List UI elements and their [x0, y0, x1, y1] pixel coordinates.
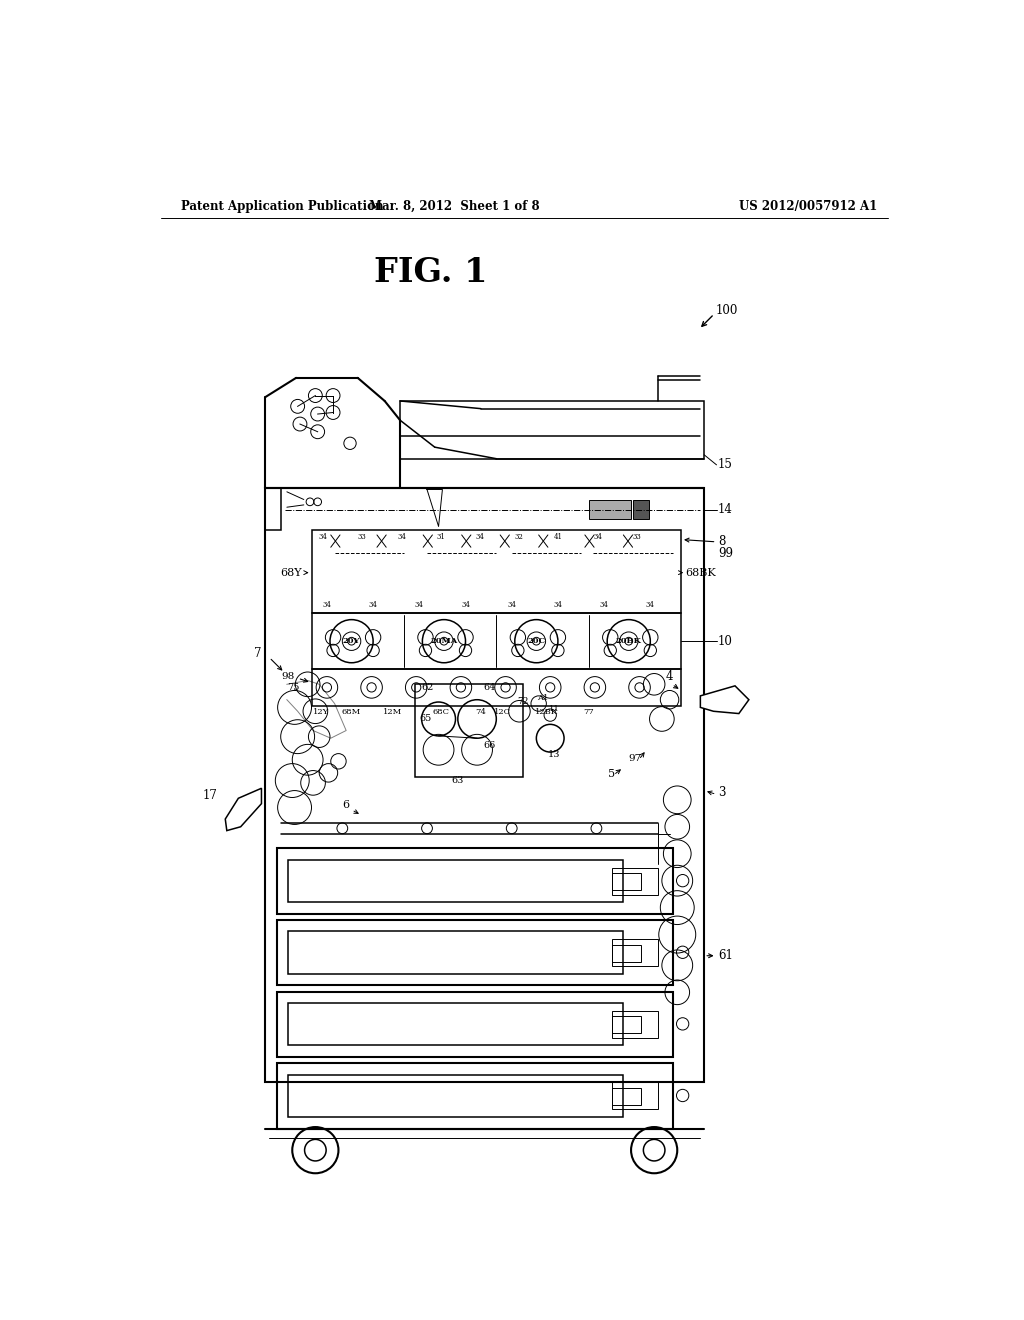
Text: 10: 10	[718, 635, 733, 648]
Text: 72: 72	[517, 697, 529, 706]
Text: 77: 77	[584, 708, 594, 715]
Bar	[311, 669, 681, 706]
Text: 34: 34	[600, 602, 608, 610]
Text: 99: 99	[718, 546, 733, 560]
Bar	[265, 488, 281, 531]
Bar	[634, 499, 649, 519]
Text: 33: 33	[633, 533, 642, 541]
Text: 6: 6	[343, 800, 350, 809]
Text: 34: 34	[397, 533, 407, 541]
Bar	[289, 932, 624, 974]
Text: 66: 66	[483, 742, 496, 750]
Text: 68BK: 68BK	[685, 568, 716, 578]
Bar	[289, 1003, 624, 1045]
Bar	[276, 1063, 674, 1129]
Text: 34: 34	[507, 602, 516, 610]
Bar	[611, 873, 641, 890]
Text: 33: 33	[358, 533, 367, 541]
Text: 34: 34	[318, 533, 328, 541]
Text: Patent Application Publication: Patent Application Publication	[180, 199, 383, 213]
Text: 34: 34	[646, 602, 654, 610]
Text: 12BK: 12BK	[535, 708, 558, 715]
Text: 98: 98	[282, 672, 295, 681]
Text: 12Y: 12Y	[312, 708, 329, 715]
Bar	[589, 499, 631, 519]
Text: 34: 34	[369, 602, 378, 610]
Text: 62: 62	[422, 684, 434, 693]
Text: 3: 3	[718, 785, 726, 799]
Text: 34: 34	[415, 602, 424, 610]
Text: 11: 11	[549, 705, 559, 713]
Text: 34: 34	[594, 533, 602, 541]
Text: 31: 31	[436, 533, 445, 541]
Text: US 2012/0057912 A1: US 2012/0057912 A1	[739, 199, 878, 213]
Bar	[611, 1011, 658, 1038]
Bar	[311, 614, 681, 669]
Bar	[416, 684, 523, 776]
Bar	[289, 1074, 624, 1117]
Text: 34: 34	[461, 602, 470, 610]
Text: 20C: 20C	[527, 638, 546, 645]
Text: 63: 63	[452, 776, 464, 785]
Bar	[611, 1016, 641, 1034]
Text: 5: 5	[608, 768, 615, 779]
Text: 20Y: 20Y	[343, 638, 360, 645]
Bar	[611, 1082, 658, 1109]
Bar	[311, 531, 681, 614]
Text: 75: 75	[288, 682, 300, 692]
Text: 65: 65	[419, 714, 431, 723]
Bar	[611, 945, 641, 961]
Text: 12M: 12M	[383, 708, 402, 715]
Text: 15: 15	[718, 458, 733, 471]
Polygon shape	[225, 788, 261, 830]
Text: Mar. 8, 2012  Sheet 1 of 8: Mar. 8, 2012 Sheet 1 of 8	[369, 199, 540, 213]
Text: 68M: 68M	[342, 708, 361, 715]
Text: 100: 100	[716, 305, 738, 317]
Bar	[276, 920, 674, 985]
Text: 34: 34	[323, 602, 332, 610]
Bar	[611, 1088, 641, 1105]
Bar	[265, 488, 705, 1082]
Text: 68Y: 68Y	[281, 568, 302, 578]
Text: 17: 17	[203, 789, 217, 803]
Text: 4: 4	[666, 671, 674, 684]
Bar	[400, 401, 705, 459]
Text: 7: 7	[254, 647, 261, 660]
Bar	[289, 859, 624, 903]
Text: 97: 97	[629, 754, 641, 763]
Bar	[276, 991, 674, 1057]
Text: 74: 74	[475, 708, 486, 715]
Text: 20MA: 20MA	[430, 638, 458, 645]
Text: A1: A1	[537, 694, 548, 702]
Text: 12C: 12C	[494, 708, 511, 715]
Bar	[611, 867, 658, 895]
Text: 34: 34	[554, 602, 562, 610]
Text: 41: 41	[554, 533, 563, 541]
Bar	[611, 940, 658, 966]
Text: 8: 8	[718, 536, 725, 548]
Text: 20BK: 20BK	[615, 638, 642, 645]
Text: 34: 34	[476, 533, 484, 541]
Text: 64: 64	[483, 684, 496, 693]
Text: FIG. 1: FIG. 1	[374, 256, 487, 289]
Text: 61: 61	[718, 949, 733, 962]
Bar	[276, 849, 674, 913]
Text: 14: 14	[718, 503, 733, 516]
Text: 68C: 68C	[432, 708, 450, 715]
Polygon shape	[700, 686, 749, 714]
Text: 13: 13	[548, 751, 560, 759]
Text: 32: 32	[515, 533, 524, 541]
